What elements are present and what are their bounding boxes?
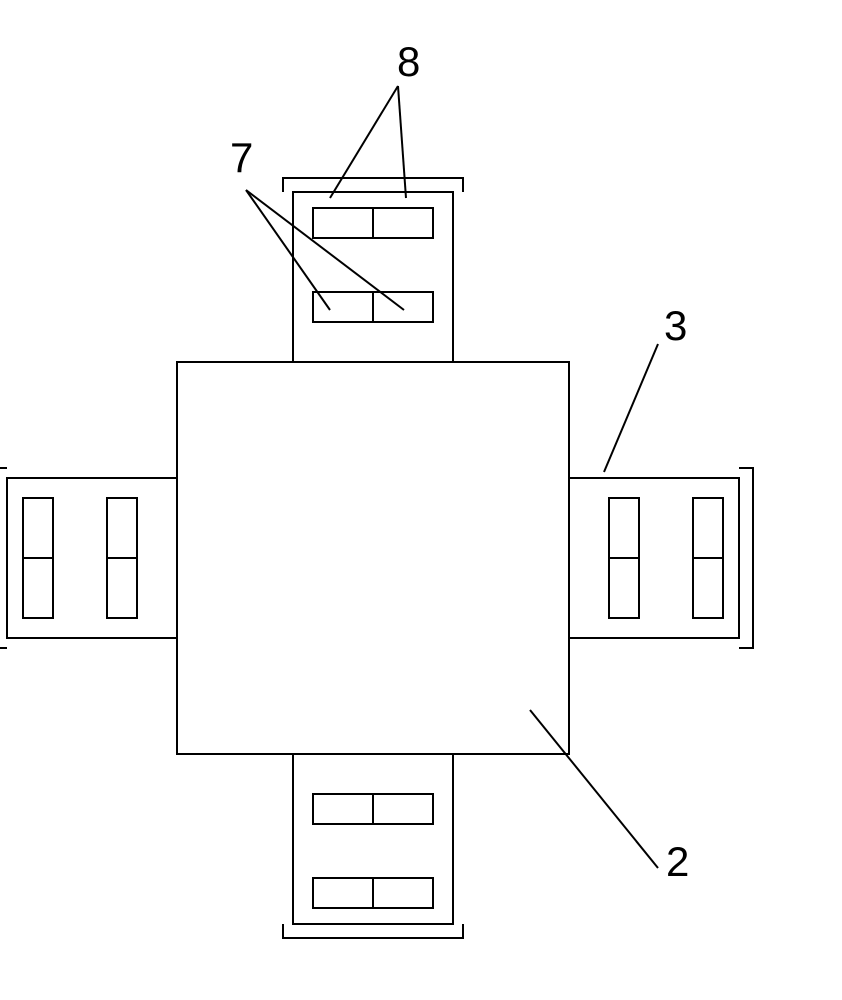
arm-right: [569, 468, 753, 648]
arm-bottom-cap: [283, 924, 463, 938]
arm-top-cap: [283, 178, 463, 192]
arm-right-cap: [739, 468, 753, 648]
arm-left-cap: [0, 468, 7, 648]
leader-ref3-0: [604, 344, 658, 472]
labels.ref8: 8: [397, 38, 420, 85]
arm-top: [283, 178, 463, 362]
arm-bottom: [283, 754, 463, 938]
leader-ref8-1: [398, 86, 406, 198]
labels.ref2: 2: [666, 838, 689, 885]
labels.ref7: 7: [230, 134, 253, 181]
leader-ref8-0: [330, 86, 398, 198]
arm-left: [0, 468, 177, 648]
center-square: [177, 362, 569, 754]
leader-ref2-0: [530, 710, 658, 868]
labels.ref3: 3: [664, 302, 687, 349]
